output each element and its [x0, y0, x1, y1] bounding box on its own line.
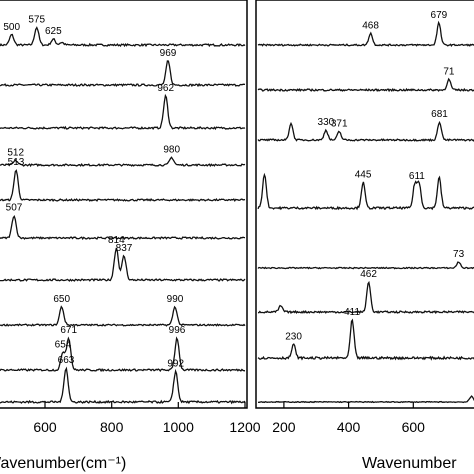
left-x-ticks: 600 800 1000 1200	[33, 402, 261, 435]
peak-label: 837	[116, 243, 133, 254]
peak-label: 681	[431, 109, 448, 120]
x-tick-label: 600	[402, 419, 426, 435]
right-panel-frame	[255, 0, 474, 409]
spectrum-line	[0, 215, 245, 241]
peak-label: 650	[53, 294, 70, 305]
peak-label: 513	[8, 157, 25, 168]
x-tick-label: 1000	[163, 419, 194, 435]
peak-label: 468	[362, 20, 379, 31]
x-tick-label: 800	[100, 419, 124, 435]
peak-label: 663	[58, 355, 75, 366]
peak-label: 814	[108, 235, 125, 246]
peak-label: 462	[360, 269, 377, 280]
right-x-ticks: 200 400 600	[272, 402, 425, 435]
peak-label: 996	[169, 325, 186, 336]
peak-label: 445	[355, 170, 372, 181]
peak-label: 654	[55, 339, 72, 350]
spectrum-line	[0, 26, 246, 48]
peak-label: 500	[3, 22, 20, 33]
spectrum-line	[0, 169, 246, 203]
peak-label: 990	[167, 294, 184, 305]
spectrum-line	[0, 93, 246, 131]
spectrum-line	[0, 366, 246, 405]
spectrum-line	[257, 395, 474, 404]
peak-label: 507	[6, 203, 23, 214]
x-tick-label: 200	[272, 419, 296, 435]
left-x-axis-label: Wavenumber(cm⁻¹)	[0, 455, 126, 472]
spectrum-line	[257, 20, 474, 47]
spectrum-line	[257, 172, 474, 211]
peak-label: 411	[344, 307, 360, 318]
spectrum-line	[257, 318, 474, 361]
spectrum-line	[257, 261, 474, 270]
peak-label: 71	[443, 67, 455, 78]
spectrum-line	[0, 247, 246, 282]
peak-label: 330	[318, 117, 335, 128]
x-tick-label: 600	[33, 419, 57, 435]
spectrum-line	[0, 336, 246, 373]
peak-label: 992	[167, 358, 184, 369]
left-panel-frame	[0, 0, 248, 409]
peak-label: 611	[409, 171, 425, 182]
peak-label: 230	[285, 332, 302, 343]
spectrum-line	[257, 77, 474, 93]
peak-label: 962	[157, 83, 174, 94]
spectrum-line	[257, 120, 474, 142]
peak-label: 980	[163, 145, 180, 156]
peak-label: 575	[28, 14, 45, 25]
spectrum-line	[0, 156, 246, 168]
spectrum-line	[0, 60, 246, 88]
spectrum-line	[257, 280, 474, 315]
peak-label: 671	[60, 325, 77, 336]
x-tick-label: 400	[337, 419, 361, 435]
left-traces	[0, 26, 246, 405]
right-x-axis-label: Wavenumber	[362, 455, 457, 472]
spectrum-line	[0, 305, 246, 327]
peak-label: 512	[7, 148, 24, 159]
peak-label: 679	[431, 10, 448, 21]
peak-label: 969	[160, 48, 177, 59]
peak-label: 73	[453, 249, 465, 260]
right-traces	[257, 20, 474, 404]
peak-label: 371	[331, 119, 348, 130]
x-tick-label: 1200	[229, 419, 260, 435]
peak-label: 625	[45, 26, 62, 37]
